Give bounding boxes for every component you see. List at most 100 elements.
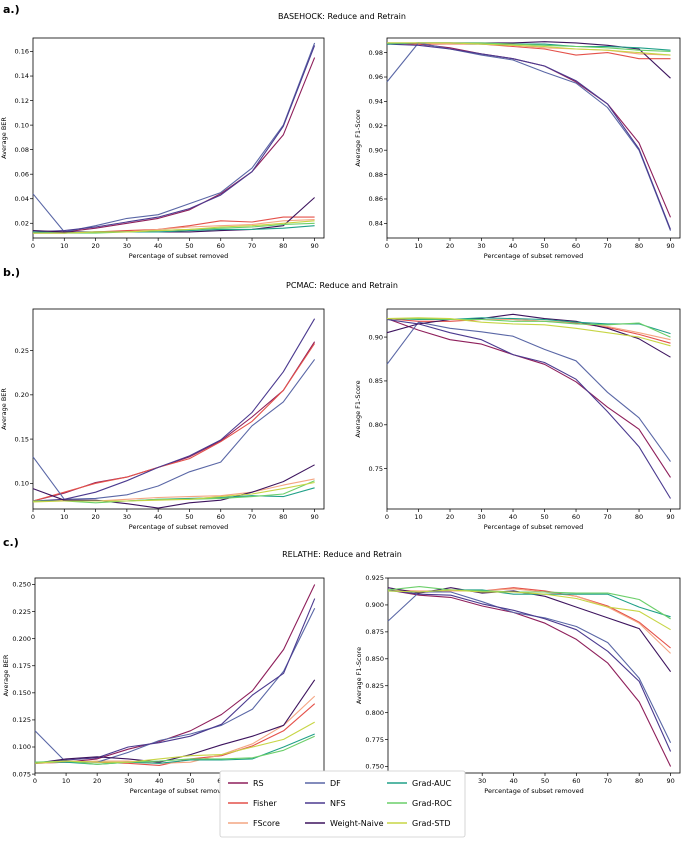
x-tick-label: 50 — [541, 777, 549, 785]
y-axis-label: Average F1-Score — [354, 380, 362, 437]
series-line-fisher — [32, 343, 316, 502]
series-line-rs — [386, 42, 672, 218]
series-line-grad-std — [387, 42, 671, 56]
x-tick-label: 30 — [477, 513, 485, 521]
y-tick-label: 0.875 — [365, 628, 384, 636]
series-line-fscore — [387, 588, 671, 654]
x-tick-label: 10 — [62, 777, 70, 785]
panel-title-c: RELATHE: Reduce and Retrain — [282, 550, 402, 559]
legend-item-grad-std: Grad-STD — [387, 819, 450, 828]
y-tick-label: 0.125 — [12, 716, 31, 724]
legend-label: RS — [253, 779, 264, 788]
series-line-weight-naive — [386, 313, 671, 358]
x-tick-label: 50 — [186, 777, 194, 785]
y-tick-label: 0.925 — [365, 574, 384, 582]
chart-1: 0 10 20 30 40 50 60 70 80 90 0.02 0.04 0.06 0.08 0.10 0… — [0, 37, 325, 260]
y-axis-label: Average F1-Score — [355, 647, 363, 704]
series-line-df — [386, 42, 672, 231]
x-tick-label: 20 — [446, 242, 454, 250]
plot-frame — [387, 577, 681, 774]
series-line-weight-naive — [34, 679, 316, 764]
x-axis-label: Percentage of subset removed — [484, 787, 583, 795]
x-axis-label: Percentage of subset removed — [484, 252, 583, 260]
y-tick-label: 0.200 — [12, 635, 31, 643]
legend-items: RS Fisher FScore DF NFS Weight-Naive Grad-AUC G… — [228, 779, 452, 828]
legend-box — [219, 770, 466, 838]
y-tick-label: 0.08 — [15, 146, 29, 154]
series-line-grad-roc — [387, 318, 671, 338]
series-line-grad-std — [387, 589, 671, 631]
legend-item-fscore: FScore — [228, 819, 280, 828]
series-line-nfs — [32, 318, 316, 502]
series-line-rs — [32, 341, 316, 502]
y-tick-label: 0.14 — [15, 72, 29, 80]
legend-item-grad-auc: Grad-AUC — [387, 779, 452, 788]
x-tick-label: 0 — [385, 242, 389, 250]
y-tick-label: 0.175 — [12, 662, 31, 670]
x-tick-label: 0 — [385, 513, 389, 521]
x-tick-label: 0 — [33, 777, 37, 785]
y-tick-label: 0.10 — [15, 121, 29, 129]
x-tick-label: 80 — [635, 242, 643, 250]
series-line-df — [387, 591, 672, 744]
series-line-grad-auc — [387, 589, 671, 618]
x-tick-label: 80 — [635, 513, 643, 521]
x-tick-label: 10 — [60, 513, 68, 521]
y-tick-label: 0.94 — [369, 98, 383, 106]
y-tick-label: 0.75 — [369, 465, 383, 473]
series-line-grad-std — [386, 317, 671, 347]
x-tick-label: 90 — [666, 513, 674, 521]
series-line-weight-naive — [32, 464, 315, 509]
series-line-rs — [32, 57, 316, 234]
y-tick-label: 0.825 — [365, 682, 384, 690]
x-tick-label: 40 — [509, 242, 517, 250]
y-tick-label: 0.900 — [365, 601, 384, 609]
panel-label-b: b.) — [3, 266, 20, 279]
x-tick-label: 90 — [666, 777, 674, 785]
y-tick-label: 0.80 — [369, 421, 383, 429]
series-line-fisher — [386, 42, 671, 60]
legend-item-weight-naive: Weight-Naive — [305, 819, 384, 828]
plot-frame — [386, 37, 681, 239]
y-tick-label: 0.90 — [369, 146, 383, 154]
panel-title-a: BASEHOCK: Reduce and Retrain — [278, 12, 406, 21]
y-tick-label: 0.20 — [15, 391, 29, 399]
legend-label: FScore — [253, 819, 280, 828]
legend-label: Grad-AUC — [412, 779, 452, 788]
x-tick-label: 10 — [414, 242, 422, 250]
y-tick-label: 0.96 — [369, 73, 383, 81]
x-tick-label: 50 — [540, 513, 548, 521]
x-tick-label: 30 — [477, 242, 485, 250]
x-tick-label: 40 — [154, 242, 162, 250]
x-tick-label: 10 — [60, 242, 68, 250]
x-tick-label: 0 — [31, 513, 35, 521]
y-tick-label: 0.90 — [369, 333, 383, 341]
series-line-fisher — [34, 703, 316, 766]
x-tick-label: 90 — [666, 242, 674, 250]
y-axis-label: Average BER — [0, 117, 8, 159]
y-tick-label: 0.85 — [369, 377, 383, 385]
x-tick-label: 50 — [540, 242, 548, 250]
chart-4: 0 10 20 30 40 50 60 70 80 90 0.75 0.80 0.85 0.90 Perce… — [354, 308, 681, 531]
x-tick-label: 80 — [279, 513, 287, 521]
x-tick-label: 20 — [446, 513, 454, 521]
y-tick-label: 0.150 — [12, 689, 31, 697]
y-tick-label: 0.86 — [369, 195, 383, 203]
x-tick-label: 30 — [123, 513, 131, 521]
x-tick-label: 10 — [414, 513, 422, 521]
legend-item-df: DF — [305, 779, 341, 788]
x-tick-label: 20 — [91, 242, 99, 250]
series-line-rs — [387, 589, 672, 767]
x-tick-label: 20 — [93, 777, 101, 785]
x-tick-label: 70 — [603, 242, 611, 250]
series-line-nfs — [386, 318, 671, 499]
legend-item-rs: RS — [228, 779, 264, 788]
y-tick-label: 0.100 — [12, 743, 31, 751]
series-line-grad-std — [34, 721, 315, 764]
y-tick-label: 0.225 — [12, 608, 31, 616]
x-axis-label: Percentage of subset removed — [484, 523, 583, 531]
series-line-rs — [386, 318, 671, 478]
series-line-weight-naive — [32, 197, 315, 233]
x-tick-label: 30 — [123, 242, 131, 250]
x-tick-label: 40 — [155, 777, 163, 785]
